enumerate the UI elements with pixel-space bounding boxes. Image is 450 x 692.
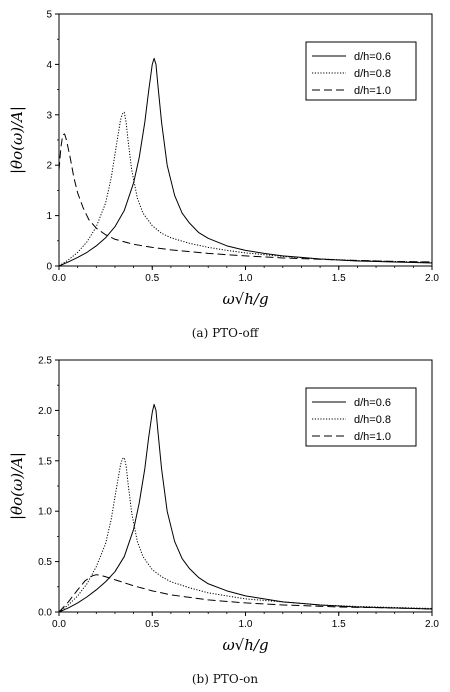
legend-label: d/h=0.6 xyxy=(354,51,391,63)
chart-pto-on: 0.0 0.5 1.0 1.5 2.0 0.0 0.5 1.0 1.5 2.0 2.5 ω√h/g |θ… xyxy=(8,356,439,655)
y-tick-label: 1 xyxy=(46,211,52,222)
chart-caption: (a) PTO-off xyxy=(191,326,259,340)
y-tick-label: 2.0 xyxy=(38,406,52,417)
legend-label: d/h=0.8 xyxy=(354,68,391,80)
x-axis-title: ω√h/g xyxy=(222,636,268,654)
chart-caption: (b) PTO-on xyxy=(191,672,259,686)
legend-label: d/h=1.0 xyxy=(354,431,391,443)
x-axis-title: ω√h/g xyxy=(222,290,268,308)
y-tick-label: 1.5 xyxy=(38,456,52,467)
x-tick-label: 1.5 xyxy=(332,273,346,284)
chart-panel-pto-off: 0.0 0.5 1.0 1.5 2.0 0 1 2 3 4 5 ω√h/g |θo(ω)/A| d/h=0… xyxy=(8,10,439,341)
y-tick-label: 0.5 xyxy=(38,557,52,568)
x-tick-label: 0.0 xyxy=(52,273,66,284)
x-tick-label: 1.5 xyxy=(332,619,346,630)
y-tick-label: 3 xyxy=(46,110,52,121)
series-line-d-h-0-8 xyxy=(58,457,433,613)
x-tick-label: 0.5 xyxy=(145,619,159,630)
y-tick-label: 2.5 xyxy=(38,356,52,367)
series-line-d-h-0-8 xyxy=(58,111,433,267)
series-line-d-h-1-0 xyxy=(58,574,433,613)
x-tick-label: 0.0 xyxy=(52,619,66,630)
y-axis-title: |θo(ω)/A| xyxy=(8,452,26,520)
legend-label: d/h=0.8 xyxy=(354,414,391,426)
x-tick-label: 0.5 xyxy=(145,273,159,284)
y-tick-label: 5 xyxy=(46,10,52,21)
y-tick-label: 1.0 xyxy=(38,507,52,518)
legend-label: d/h=1.0 xyxy=(354,85,391,97)
series-line-d-h-1-0 xyxy=(58,133,433,263)
legend-label: d/h=0.6 xyxy=(354,397,391,409)
y-tick-label: 4 xyxy=(46,60,52,71)
y-tick-label: 0 xyxy=(46,262,52,273)
y-tick-label: 0.0 xyxy=(38,608,52,619)
y-tick-label: 2 xyxy=(46,161,52,172)
chart-panel-pto-on: 0.0 0.5 1.0 1.5 2.0 0.0 0.5 1.0 1.5 2.0 2.5 ω√h/g |θ… xyxy=(0,346,450,692)
x-tick-label: 1.0 xyxy=(239,273,253,284)
series-line-d-h-0-6 xyxy=(58,403,433,613)
x-tick-label: 2.0 xyxy=(425,273,439,284)
x-tick-label: 1.0 xyxy=(239,619,253,630)
x-tick-label: 2.0 xyxy=(425,619,439,630)
chart-pto-off: 0.0 0.5 1.0 1.5 2.0 0 1 2 3 4 5 ω√h/g |θo(ω)/A| d/h=0… xyxy=(8,10,439,309)
y-axis-title: |θo(ω)/A| xyxy=(8,106,26,174)
